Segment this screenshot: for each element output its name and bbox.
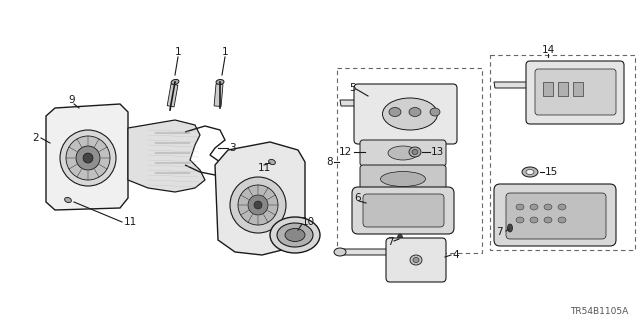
Text: 14: 14 xyxy=(541,45,555,55)
Polygon shape xyxy=(128,120,205,192)
Text: 12: 12 xyxy=(339,147,352,157)
Bar xyxy=(167,84,178,107)
FancyBboxPatch shape xyxy=(363,194,444,227)
Polygon shape xyxy=(340,249,399,255)
Text: 11: 11 xyxy=(257,163,271,173)
FancyBboxPatch shape xyxy=(360,140,446,166)
Ellipse shape xyxy=(544,217,552,223)
Ellipse shape xyxy=(410,255,422,265)
Ellipse shape xyxy=(65,197,72,203)
Text: 10: 10 xyxy=(301,217,315,227)
Text: 4: 4 xyxy=(452,250,459,260)
Ellipse shape xyxy=(516,217,524,223)
FancyBboxPatch shape xyxy=(506,193,606,239)
Ellipse shape xyxy=(50,146,54,150)
Ellipse shape xyxy=(81,108,85,112)
Circle shape xyxy=(76,146,100,170)
Bar xyxy=(573,82,583,96)
Ellipse shape xyxy=(79,107,87,113)
Ellipse shape xyxy=(389,108,401,116)
Ellipse shape xyxy=(381,172,426,187)
Text: TR54B1105A: TR54B1105A xyxy=(570,308,628,316)
Ellipse shape xyxy=(270,217,320,253)
Ellipse shape xyxy=(526,170,534,174)
FancyBboxPatch shape xyxy=(386,238,446,282)
FancyBboxPatch shape xyxy=(352,187,454,234)
Ellipse shape xyxy=(334,248,346,256)
Ellipse shape xyxy=(412,149,418,155)
Circle shape xyxy=(254,201,262,209)
Text: 7: 7 xyxy=(387,237,394,247)
Text: 6: 6 xyxy=(355,193,362,203)
Text: 5: 5 xyxy=(349,83,355,93)
Bar xyxy=(337,68,482,253)
FancyBboxPatch shape xyxy=(535,69,616,115)
Polygon shape xyxy=(340,100,366,106)
Text: 13: 13 xyxy=(431,147,444,157)
Text: 3: 3 xyxy=(228,143,236,153)
Circle shape xyxy=(83,153,93,163)
Ellipse shape xyxy=(409,108,421,116)
Circle shape xyxy=(66,136,110,180)
Ellipse shape xyxy=(48,145,56,151)
Text: 8: 8 xyxy=(326,157,333,167)
Text: 2: 2 xyxy=(33,133,39,143)
Text: 7: 7 xyxy=(497,227,503,237)
Bar xyxy=(558,82,568,96)
Ellipse shape xyxy=(285,228,305,242)
Bar xyxy=(214,84,223,107)
Polygon shape xyxy=(46,104,128,210)
Ellipse shape xyxy=(397,234,403,242)
Text: 11: 11 xyxy=(124,217,136,227)
Circle shape xyxy=(248,195,268,215)
Ellipse shape xyxy=(430,108,440,116)
Polygon shape xyxy=(494,82,541,88)
Ellipse shape xyxy=(530,204,538,210)
Bar xyxy=(543,82,553,96)
Ellipse shape xyxy=(269,159,275,164)
Ellipse shape xyxy=(277,223,313,247)
Ellipse shape xyxy=(516,204,524,210)
Ellipse shape xyxy=(508,224,513,232)
Ellipse shape xyxy=(522,167,538,177)
Ellipse shape xyxy=(171,79,179,84)
Polygon shape xyxy=(215,142,305,255)
Ellipse shape xyxy=(383,98,438,130)
Text: 9: 9 xyxy=(68,95,76,105)
FancyBboxPatch shape xyxy=(494,184,616,246)
Ellipse shape xyxy=(558,217,566,223)
Text: 1: 1 xyxy=(221,47,228,57)
FancyBboxPatch shape xyxy=(354,84,457,144)
Ellipse shape xyxy=(544,204,552,210)
Text: 15: 15 xyxy=(545,167,558,177)
Ellipse shape xyxy=(530,217,538,223)
Text: 1: 1 xyxy=(175,47,181,57)
Ellipse shape xyxy=(216,79,224,84)
Ellipse shape xyxy=(409,147,421,157)
FancyBboxPatch shape xyxy=(360,165,446,193)
Bar xyxy=(490,55,635,250)
FancyBboxPatch shape xyxy=(526,61,624,124)
Ellipse shape xyxy=(388,146,418,160)
Ellipse shape xyxy=(413,258,419,262)
Circle shape xyxy=(230,177,286,233)
Ellipse shape xyxy=(558,204,566,210)
Circle shape xyxy=(238,185,278,225)
Circle shape xyxy=(60,130,116,186)
